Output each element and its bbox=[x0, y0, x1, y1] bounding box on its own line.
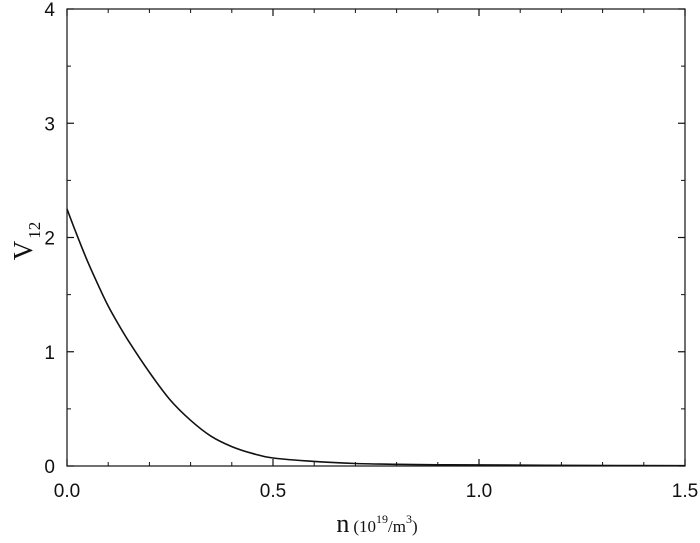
x-tick-label: 1.0 bbox=[466, 481, 492, 502]
x-axis-title: n (1019/m3) bbox=[336, 509, 417, 538]
x-axis-unit-middle: /m bbox=[388, 517, 406, 536]
y-axis-title: V12 bbox=[8, 222, 44, 261]
x-axis-unit-exponent: 19 bbox=[376, 512, 388, 526]
series-layer bbox=[66, 208, 686, 467]
x-axis-title-main: n bbox=[336, 509, 349, 538]
y-axis-title-subscript: 12 bbox=[25, 222, 44, 239]
x-tick-label: 0.0 bbox=[54, 481, 80, 502]
x-axis-unit-prefix: (10 bbox=[353, 517, 376, 536]
x-axis-ticks: 0.0 0.5 1.0 1.5 bbox=[54, 9, 698, 502]
y-tick-label: 4 bbox=[44, 0, 55, 21]
x-tick-label: 0.5 bbox=[260, 481, 286, 502]
y-tick-label: 2 bbox=[44, 229, 55, 250]
x-axis-unit-suffix: ) bbox=[412, 517, 418, 536]
plot-area-frame bbox=[66, 8, 686, 467]
y-tick-label: 1 bbox=[44, 343, 55, 364]
series-line bbox=[66, 208, 686, 467]
x-tick-label: 1.5 bbox=[672, 481, 698, 502]
y-tick-label: 3 bbox=[44, 114, 55, 135]
x-axis-unit-exponent-2: 3 bbox=[406, 512, 412, 526]
y-axis-title-main: V bbox=[8, 240, 38, 260]
y-tick-label: 0 bbox=[44, 457, 55, 478]
svg-text:V12: V12 bbox=[8, 222, 44, 261]
y-axis-ticks: 0 1 2 3 4 bbox=[44, 0, 685, 478]
